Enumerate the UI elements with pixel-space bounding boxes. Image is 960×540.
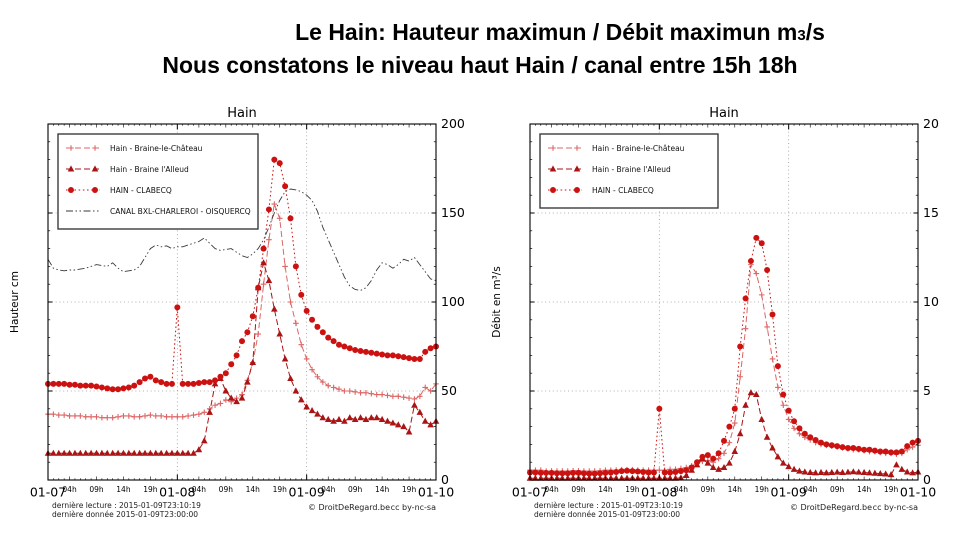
footer-copyright: © DroitDeRegard.be bbox=[790, 503, 872, 512]
legend-label: Hain - Braine l'Alleud bbox=[592, 165, 671, 174]
x-tick-major-label: 01-07 bbox=[512, 485, 548, 500]
legend-box bbox=[57, 133, 259, 230]
x-tick-minor-label: 09h bbox=[348, 485, 363, 494]
legend-label: Hain - Braine-le-Château bbox=[592, 144, 685, 153]
x-tick-minor-label: 09h bbox=[219, 485, 234, 494]
x-tick-minor-label: 19h bbox=[755, 485, 770, 494]
x-tick-minor-label: 04h bbox=[803, 485, 818, 494]
x-tick-minor-label: 14h bbox=[857, 485, 872, 494]
chart-title: Hain bbox=[227, 106, 257, 121]
x-tick-minor-label: 19h bbox=[143, 485, 158, 494]
y-tick-label: 200 bbox=[441, 116, 465, 131]
footer-copyright: © DroitDeRegard.be bbox=[308, 503, 390, 512]
footer-license: cc by-nc-sa bbox=[873, 503, 918, 512]
x-tick-minor-label: 04h bbox=[192, 485, 207, 494]
legend-label: CANAL BXL-CHARLEROI - OISQUERCQ bbox=[110, 207, 251, 216]
x-tick-major-label: 01-09 bbox=[289, 485, 325, 500]
y-tick-label: 150 bbox=[441, 205, 465, 220]
x-tick-major-label: 01-09 bbox=[771, 485, 807, 500]
debit-chart: 0 5 10 15 20 04h 09h 14h 19h 04h 09h 14h 19h 04h 09h 14… bbox=[488, 104, 958, 532]
x-tick-minor-label: 19h bbox=[625, 485, 640, 494]
title-line-1-unit: /s bbox=[805, 19, 825, 45]
series-hain-braine-l-alleud bbox=[526, 389, 922, 481]
x-tick-major-label: 01-07 bbox=[30, 485, 66, 500]
y-tick-label: 50 bbox=[441, 383, 457, 398]
series-hain-clabecq bbox=[45, 156, 439, 393]
x-tick-minor-label: 09h bbox=[89, 485, 104, 494]
legend-box bbox=[539, 133, 719, 209]
legend-label: Hain - Braine l'Alleud bbox=[110, 165, 189, 174]
y-tick-label: 0 bbox=[923, 472, 931, 487]
title-m3-exponent: 3 bbox=[797, 27, 806, 44]
title-line-2: Nous constatons le niveau haut Hain / ca… bbox=[162, 51, 798, 78]
y-tick-label: 15 bbox=[923, 205, 939, 220]
x-tick-minor-label: 04h bbox=[321, 485, 336, 494]
footer-last-data: dernière donnée 2015-01-09T23:00:00 bbox=[534, 510, 680, 519]
x-tick-major-label: 01-08 bbox=[641, 485, 677, 500]
footer-last-read: dernière lecture : 2015-01-09T23:10:19 bbox=[52, 501, 201, 510]
title-line-1-text: Le Hain: Hauteur maximun / Débit maximun… bbox=[295, 19, 798, 45]
legend-label: Hain - Braine-le-Château bbox=[110, 144, 203, 153]
x-tick-minor-label: 09h bbox=[830, 485, 845, 494]
x-tick-minor-label: 09h bbox=[571, 485, 586, 494]
footer-last-read: dernière lecture : 2015-01-09T23:10:19 bbox=[534, 501, 683, 510]
x-tick-minor-label: 04h bbox=[62, 485, 77, 494]
x-tick-minor-label: 19h bbox=[402, 485, 417, 494]
legend-label: HAIN - CLABECQ bbox=[592, 186, 654, 195]
y-tick-label: 20 bbox=[923, 116, 939, 131]
series-canal-bxl-charleroi-oisquercq bbox=[47, 188, 437, 291]
x-tick-minor-label: 14h bbox=[116, 485, 131, 494]
legend: Hain - Braine-le-Château Hain - Braine l'… bbox=[57, 133, 259, 230]
series-hain-clabecq bbox=[527, 234, 921, 477]
x-tick-major-label: 01-08 bbox=[159, 485, 195, 500]
y-tick-label: 10 bbox=[923, 294, 939, 309]
x-tick-minor-label: 14h bbox=[598, 485, 613, 494]
y-tick-label: 5 bbox=[923, 383, 931, 398]
x-tick-minor-label: 09h bbox=[701, 485, 716, 494]
x-tick-major-label: 01-10 bbox=[418, 485, 454, 500]
y-axis-label: Débit en m³/s bbox=[491, 266, 503, 337]
legend: Hain - Braine-le-Château Hain - Braine l'… bbox=[539, 133, 719, 209]
series-hain-braine-l-alleud bbox=[44, 259, 440, 456]
footer-license: cc by-nc-sa bbox=[391, 503, 436, 512]
y-axis-label: Hauteur cm bbox=[9, 271, 21, 333]
x-tick-major-label: 01-10 bbox=[900, 485, 936, 500]
slide-title: Le Hain: Hauteur maximun / Débit maximun… bbox=[0, 0, 960, 81]
y-tick-label: 100 bbox=[441, 294, 465, 309]
x-tick-minor-label: 14h bbox=[728, 485, 743, 494]
title-line-1: Le Hain: Hauteur maximun / Débit maximun… bbox=[0, 16, 960, 49]
x-tick-minor-label: 14h bbox=[246, 485, 261, 494]
charts-row: 0 50 100 150 200 04h 09h 14h 19h 04h 09h 14h 19h 04h 0… bbox=[6, 104, 958, 532]
y-tick-label: 0 bbox=[441, 472, 449, 487]
footer-last-data: dernière donnée 2015-01-09T23:00:00 bbox=[52, 510, 198, 519]
x-tick-minor-label: 04h bbox=[544, 485, 559, 494]
chart-title: Hain bbox=[709, 106, 739, 121]
x-tick-minor-label: 04h bbox=[674, 485, 689, 494]
x-tick-minor-label: 19h bbox=[884, 485, 899, 494]
x-tick-minor-label: 19h bbox=[273, 485, 288, 494]
legend-label: HAIN - CLABECQ bbox=[110, 186, 172, 195]
x-tick-minor-label: 14h bbox=[375, 485, 390, 494]
